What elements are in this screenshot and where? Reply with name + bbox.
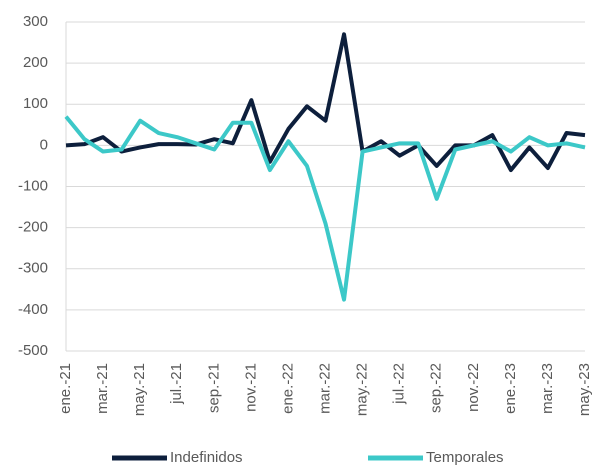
x-tick-label: sep.-21 [205, 363, 222, 413]
x-tick-label: may.-23 [576, 363, 593, 416]
y-tick-label: -200 [18, 219, 48, 236]
y-tick-label: -500 [18, 342, 48, 359]
legend-label: Temporales [426, 449, 504, 466]
y-tick-label: 0 [40, 136, 48, 153]
x-tick-label: mar.-21 [94, 363, 111, 414]
legend-label: Indefinidos [170, 449, 243, 466]
x-tick-label: jul.-21 [168, 363, 185, 405]
x-tick-label: ene.-23 [502, 363, 519, 414]
y-tick-label: -300 [18, 260, 48, 277]
y-tick-label: 100 [23, 95, 48, 112]
y-tick-label: -100 [18, 177, 48, 194]
x-tick-label: mar.-22 [316, 363, 333, 414]
series-line [64, 115, 586, 302]
x-tick-label: mar.-23 [539, 363, 556, 414]
x-tick-label: sep.-22 [428, 363, 445, 413]
y-tick-label: -400 [18, 301, 48, 318]
y-tick-label: 200 [23, 54, 48, 71]
x-tick-label: ene.-21 [57, 363, 74, 414]
x-tick-label: nov.-21 [242, 363, 259, 412]
x-tick-label: may.-22 [354, 363, 371, 416]
y-tick-label: 300 [23, 13, 48, 30]
x-tick-label: jul.-22 [391, 363, 408, 405]
x-tick-label: nov.-22 [465, 363, 482, 412]
x-tick-label: may.-21 [131, 363, 148, 416]
x-tick-label: ene.-22 [279, 363, 296, 414]
